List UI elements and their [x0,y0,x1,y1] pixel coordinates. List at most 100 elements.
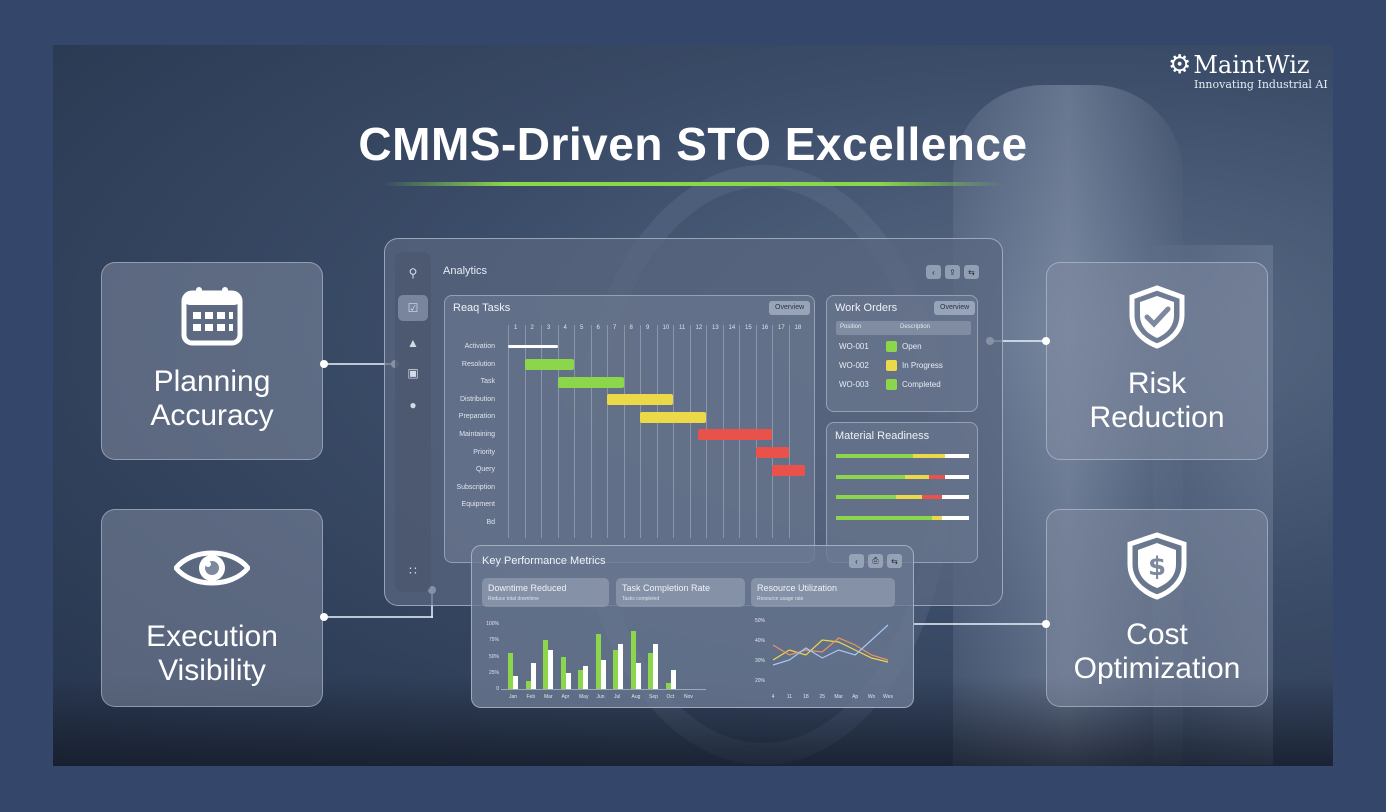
export-icon[interactable]: ⇆ [887,554,902,568]
comment-icon[interactable]: ● [409,398,417,412]
bar[interactable] [513,676,518,689]
bar[interactable] [560,656,566,689]
bar[interactable] [670,669,676,689]
bar[interactable] [565,672,571,689]
work-orders-header: Position Description [836,321,971,335]
maintwiz-logo[interactable]: ⚙ MaintWiz Innovating Industrial AI [1168,50,1333,91]
gantt-overview-button[interactable]: Overview [769,301,811,315]
bar[interactable] [548,650,553,689]
y-tick-label: 20% [755,678,766,684]
series-line[interactable] [772,624,889,666]
gantt-bar[interactable] [697,429,772,441]
bar[interactable] [600,659,606,689]
table-row[interactable]: WO-001 Open [836,338,971,356]
readiness-segment [922,495,943,499]
y-tick-label: 50% [755,618,766,624]
hero-banner: ⚙ MaintWiz Innovating Industrial AI CMMS… [53,45,1333,766]
eye-icon [102,546,322,590]
bar[interactable] [525,681,531,689]
work-order-id: WO-001 [839,342,869,351]
series-line[interactable] [772,639,889,663]
work-orders-overview-button[interactable]: Overview [934,301,976,315]
gantt-tick-label: 7 [613,325,617,331]
y-tick-label: 50% [488,653,499,660]
kpi-card-downtime[interactable]: Downtime Reduced Reduce total downtime [482,578,609,607]
gantt-bar[interactable] [524,359,574,370]
work-order-id: WO-002 [839,361,869,370]
bar[interactable] [595,633,601,689]
bar[interactable] [653,643,658,689]
kpi-card-subtitle: Tasks completed [622,596,660,602]
readiness-segment [942,515,969,520]
window-icon[interactable]: ▣ [407,366,419,380]
table-row[interactable]: WO-003 Completed [836,376,971,394]
gantt-bar[interactable] [755,447,789,458]
logo-brand: MaintWiz [1193,51,1310,79]
readiness-segment [836,454,914,458]
readiness-segment [905,474,930,479]
kpi-card-subtitle: Reduce total downtime [488,596,539,602]
bar[interactable] [618,643,623,689]
gantt-tick-label: 16 [761,325,769,331]
filter-icon[interactable]: ‹ [849,554,864,568]
card-planning-accuracy: Planning Accuracy [101,262,323,460]
series-line[interactable] [772,637,889,661]
window-controls: ‹ ⇪ ⇆ [926,265,979,279]
kpi-controls: ‹ ⎙ ⇆ [849,554,902,568]
bar[interactable] [613,650,618,689]
gantt-tick-label: 14 [728,325,736,331]
share-icon[interactable]: ⇪ [945,265,960,279]
x-tick-label: Mar [834,694,843,700]
gantt-tick-label: 6 [596,325,600,331]
bar[interactable] [508,653,513,689]
readiness-segment [836,515,932,520]
bar[interactable] [530,663,536,689]
print-icon[interactable]: ⎙ [868,554,883,568]
logo-tagline: Innovating Industrial AI [1194,78,1328,91]
search-icon[interactable]: ⚲ [408,266,418,280]
x-tick-label: Jun [596,694,605,700]
expand-icon[interactable]: ⇆ [964,265,979,279]
readiness-segment [931,515,943,520]
gantt-bar[interactable] [772,464,805,476]
gantt-bar[interactable] [607,394,673,406]
kpi-card-resource-utilization[interactable]: Resource Utilization Resource usage rate [751,578,895,607]
gantt-gridline [508,325,509,538]
kpi-card-task-completion[interactable]: Task Completion Rate Tasks completed [616,578,745,607]
x-tick-label: Jul [614,694,621,700]
tasks-icon[interactable]: ☑ [398,295,428,321]
gantt-bar[interactable] [640,411,706,423]
x-tick-label: Jan [509,694,518,700]
readiness-segment [913,454,946,458]
x-tick-label: Aug [631,694,641,700]
x-tick-label: Apr [561,694,570,700]
work-order-status: Open [902,342,922,351]
bar[interactable] [630,630,636,689]
gantt-gridline [656,325,658,538]
gantt-tick-label: 17 [778,325,785,331]
back-icon[interactable]: ‹ [926,265,941,279]
gantt-tick-label: 13 [712,325,719,331]
gantt-tick-label: 2 [530,325,534,331]
bar[interactable] [583,666,588,689]
title-underline [383,182,1003,186]
shield-dollar-icon: $ [1047,532,1267,600]
page-title: CMMS-Driven STO Excellence [358,118,1028,170]
card-label: Risk Reduction [1089,367,1225,434]
gantt-row-label: Maintaining [459,431,495,438]
gantt-row-label: Distribution [459,395,495,403]
apps-grid-icon[interactable]: ∷ [409,564,417,578]
gantt-tick-label: 10 [662,325,670,331]
bar[interactable] [543,640,548,689]
gantt-bar[interactable] [557,376,624,388]
table-row[interactable]: WO-002 In Progress [836,357,971,375]
bar[interactable] [635,663,641,689]
bar[interactable] [665,682,671,689]
bar[interactable] [648,653,653,689]
gantt-bar[interactable] [508,345,558,348]
bar[interactable] [578,669,583,689]
connector-dot [1042,620,1050,628]
chart-icon[interactable]: ▲ [407,336,419,350]
readiness-segment [929,474,946,479]
work-order-status: Completed [902,380,941,389]
